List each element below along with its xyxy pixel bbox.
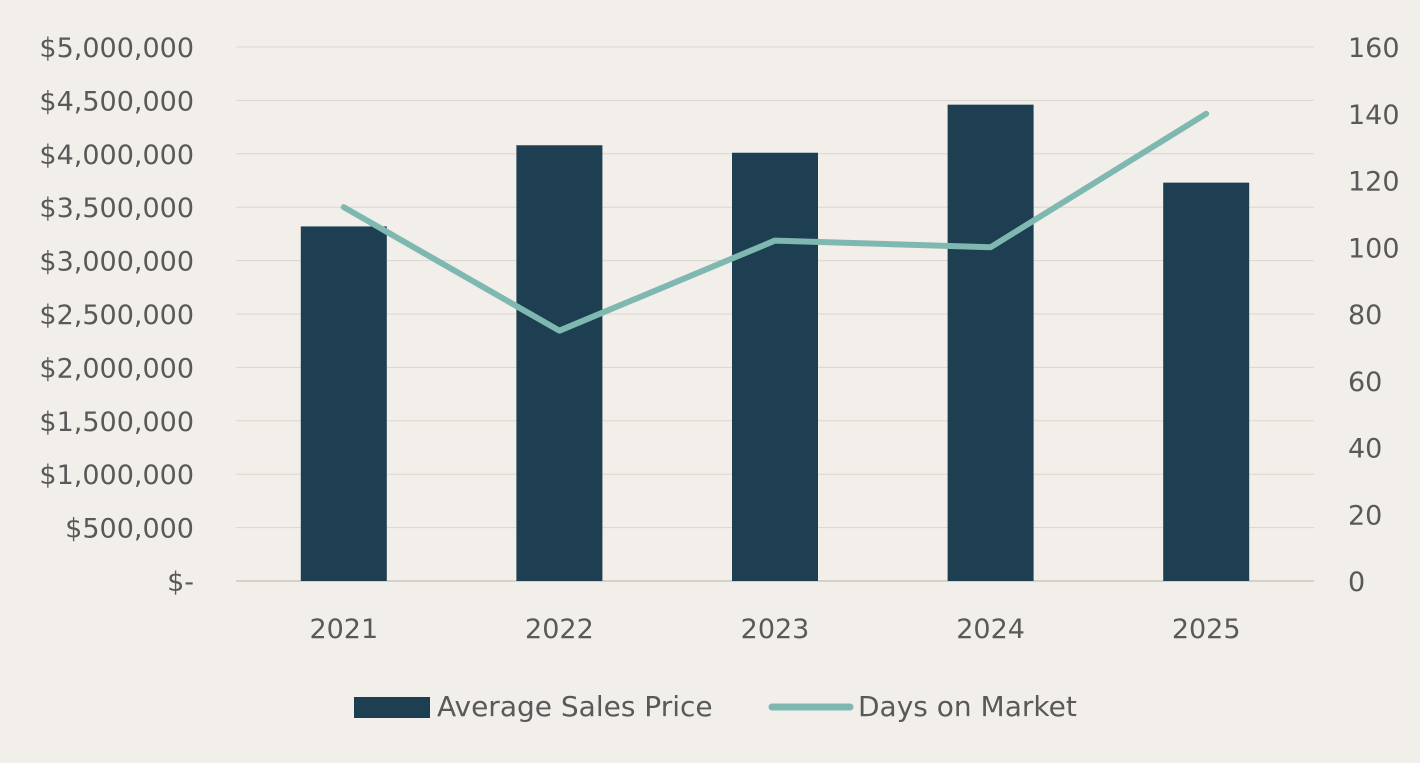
left-tick-label: $- bbox=[167, 567, 194, 598]
legend-label-average-sales-price: Average Sales Price bbox=[437, 690, 713, 723]
x-tick-label: 2024 bbox=[956, 614, 1025, 645]
right-y-axis: 0 20 40 60 80 100 120 140 160 bbox=[1348, 33, 1400, 598]
left-tick-label: $3,500,000 bbox=[39, 193, 194, 224]
bar-2021 bbox=[300, 226, 387, 581]
x-tick-label: 2021 bbox=[309, 614, 378, 645]
right-tick-label: 160 bbox=[1348, 33, 1400, 64]
left-tick-label: $1,500,000 bbox=[39, 407, 194, 438]
left-tick-label: $4,500,000 bbox=[39, 86, 194, 117]
left-tick-label: $4,000,000 bbox=[39, 140, 194, 171]
left-y-axis: $- $500,000 $1,000,000 $1,500,000 $2,000,000… bbox=[39, 33, 194, 598]
bar-2023 bbox=[732, 152, 818, 581]
bar-series-average-sales-price bbox=[300, 104, 1250, 582]
x-tick-label: 2025 bbox=[1172, 614, 1241, 645]
legend-label-days-on-market: Days on Market bbox=[858, 690, 1077, 723]
left-tick-label: $5,000,000 bbox=[39, 33, 194, 64]
left-tick-label: $500,000 bbox=[65, 514, 194, 545]
right-tick-label: 120 bbox=[1348, 167, 1400, 198]
left-tick-label: $2,000,000 bbox=[39, 353, 194, 384]
right-tick-label: 100 bbox=[1348, 233, 1400, 264]
right-tick-label: 0 bbox=[1348, 567, 1365, 598]
x-tick-label: 2023 bbox=[741, 614, 810, 645]
legend-swatch-average-sales-price bbox=[354, 697, 430, 718]
bar-2022 bbox=[516, 145, 603, 582]
right-tick-label: 20 bbox=[1348, 500, 1382, 531]
right-tick-label: 80 bbox=[1348, 300, 1382, 331]
legend: Average Sales Price Days on Market bbox=[354, 690, 1077, 723]
line-series-days-on-market bbox=[340, 110, 1210, 334]
x-tick-label: 2022 bbox=[525, 614, 594, 645]
left-tick-label: $1,000,000 bbox=[39, 460, 194, 491]
left-tick-label: $2,500,000 bbox=[39, 300, 194, 331]
bar-2025 bbox=[1163, 182, 1250, 582]
right-tick-label: 140 bbox=[1348, 100, 1400, 131]
bar-2024 bbox=[947, 104, 1034, 581]
left-tick-label: $3,000,000 bbox=[39, 247, 194, 278]
right-tick-label: 40 bbox=[1348, 434, 1382, 465]
x-axis: 2021 2022 2023 2024 2025 bbox=[309, 614, 1240, 645]
right-tick-label: 60 bbox=[1348, 367, 1382, 398]
